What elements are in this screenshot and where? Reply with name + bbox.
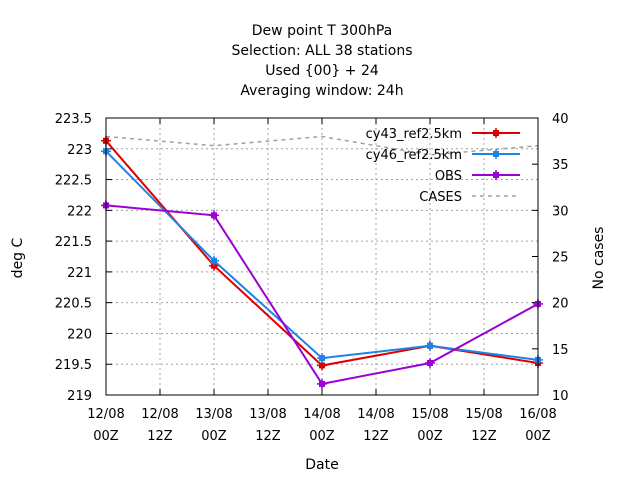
legend-item-cy46-ref2-5km: cy46_ref2.5km [366,148,520,163]
x-tick-label: 12Z [471,429,497,444]
x-axis-ticks: 12/08 00Z 12/08 12Z 13/08 00Z 13/08 12Z 14/08 00Z… [87,118,557,444]
y-tick-label: 221.5 [55,235,92,250]
y2-tick-label: 15 [552,343,569,358]
x-tick-label: 13/08 [195,407,232,422]
y2-tick-label: 20 [552,297,569,312]
x-tick-label: 16/08 [519,407,556,422]
legend-label: OBS [435,169,462,184]
x-tick-label: 14/08 [357,407,394,422]
series [101,135,543,389]
x-axis-label: Date [305,457,338,473]
y2-tick-label: 40 [552,112,569,127]
legend-label: cy46_ref2.5km [366,148,462,163]
x-tick-label: 12Z [255,429,281,444]
y2-axis-label: No cases [591,227,607,290]
x-tick-label: 15/08 [465,407,502,422]
title-line: Used {00} + 24 [265,63,379,79]
title-line: Averaging window: 24h [240,83,403,99]
x-tick-label: 00Z [93,429,119,444]
y-tick-label: 220 [67,327,92,342]
y-tick-label: 223 [67,143,92,158]
series-obs [101,200,543,389]
x-tick-label: 12/08 [141,407,178,422]
y2-tick-label: 10 [552,389,569,404]
y-tick-label: 219 [67,389,92,404]
x-tick-label: 13/08 [249,407,286,422]
title-line: Selection: ALL 38 stations [231,43,412,59]
y-tick-label: 222 [67,204,92,219]
series-cases [105,135,539,156]
series-line [105,135,539,156]
x-tick-label: 15/08 [411,407,448,422]
legend: cy43_ref2.5km cy46_ref2.5km OBS CASES [366,127,520,205]
y2-tick-label: 30 [552,204,569,219]
x-tick-label: 12Z [363,429,389,444]
legend-item-obs: OBS [435,169,520,184]
x-tick-label: 12/08 [87,407,124,422]
legend-label: cy43_ref2.5km [366,127,462,142]
x-tick-label: 12Z [147,429,173,444]
legend-label: CASES [419,190,462,205]
y2-tick-label: 25 [552,251,569,266]
y-tick-label: 221 [67,266,92,281]
x-tick-label: 00Z [309,429,335,444]
x-tick-label: 00Z [417,429,443,444]
y-tick-label: 222.5 [55,174,92,189]
chart-title: Dew point T 300hPa Selection: ALL 38 stat… [231,23,412,99]
y-axis-label: deg C [10,237,26,278]
legend-item-cases: CASES [419,190,520,205]
x-tick-label: 00Z [201,429,227,444]
y2-tick-label: 35 [552,158,569,173]
x-tick-label: 00Z [525,429,551,444]
x-tick-label: 14/08 [303,407,340,422]
legend-item-cy43-ref2-5km: cy43_ref2.5km [366,127,520,142]
title-line: Dew point T 300hPa [252,23,392,39]
y-tick-label: 219.5 [55,358,92,373]
plot-frame [105,117,539,396]
y-tick-label: 220.5 [55,297,92,312]
y-axis-ticks: 219 219.5 220 220.5 221 221.5 222 222.5 223 223.5 [55,112,112,404]
y-tick-label: 223.5 [55,112,92,127]
